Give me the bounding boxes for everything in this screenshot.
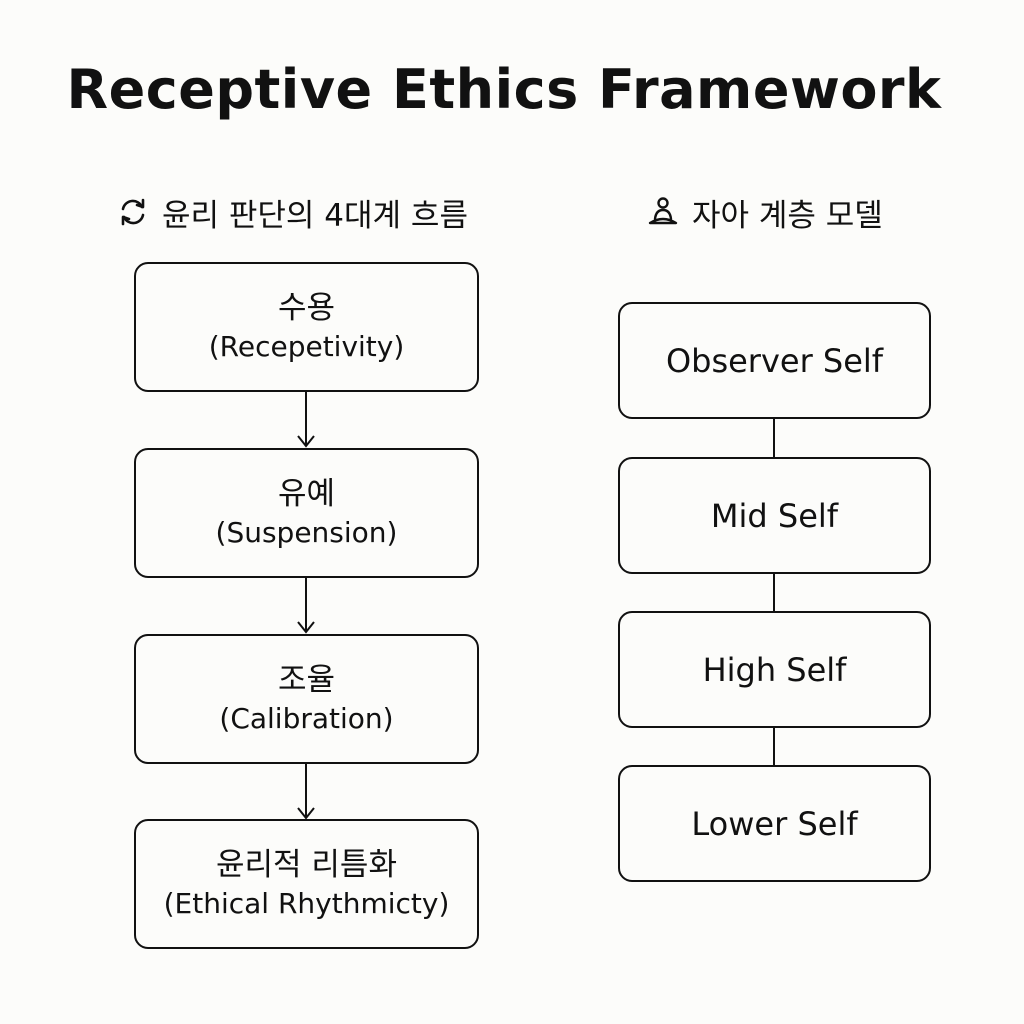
- stage-box-ethical-rhythmicity: 윤리적 리틈화 (Ethical Rhythmicty): [134, 819, 479, 949]
- layer-box-high-self: High Self: [618, 611, 931, 728]
- layer-box-observer-self: Observer Self: [618, 302, 931, 419]
- stage-label-ko: 수용: [277, 290, 336, 326]
- stage-box-suspension: 유예 (Suspension): [134, 448, 479, 578]
- stage-label-ko: 유예: [277, 476, 336, 512]
- stage-label-ko: 조율: [277, 662, 336, 698]
- stage-box-calibration: 조율 (Calibration): [134, 634, 479, 764]
- cycle-arrows-icon: [121, 198, 145, 226]
- layer-box-mid-self: Mid Self: [618, 457, 931, 574]
- self-model-heading: 자아 계층 모델: [646, 190, 883, 234]
- meditating-person-icon: [648, 197, 678, 225]
- flow-arrow-2: [297, 578, 315, 634]
- flow-arrow-1: [297, 392, 315, 448]
- flow-arrow-3: [297, 764, 315, 820]
- stage-label-ko: 윤리적 리틈화: [216, 847, 397, 883]
- stage-box-receptivity: 수용 (Recepetivity): [134, 262, 479, 392]
- stage-label-en: (Calibration): [219, 702, 394, 735]
- flow-heading-text: 윤리 판단의 4대계 흐름: [162, 197, 468, 234]
- stage-label-en: (Suspension): [215, 516, 398, 549]
- stage-label-en: (Recepetivity): [208, 330, 405, 363]
- stage-label-en: (Ethical Rhythmicty): [163, 887, 450, 920]
- page-title: Receptive Ethics Framework: [66, 58, 942, 121]
- self-model-heading-text: 자아 계층 모델: [692, 197, 883, 234]
- flow-heading: 윤리 판단의 4대계 흐름: [116, 190, 468, 234]
- layer-box-lower-self: Lower Self: [618, 765, 931, 882]
